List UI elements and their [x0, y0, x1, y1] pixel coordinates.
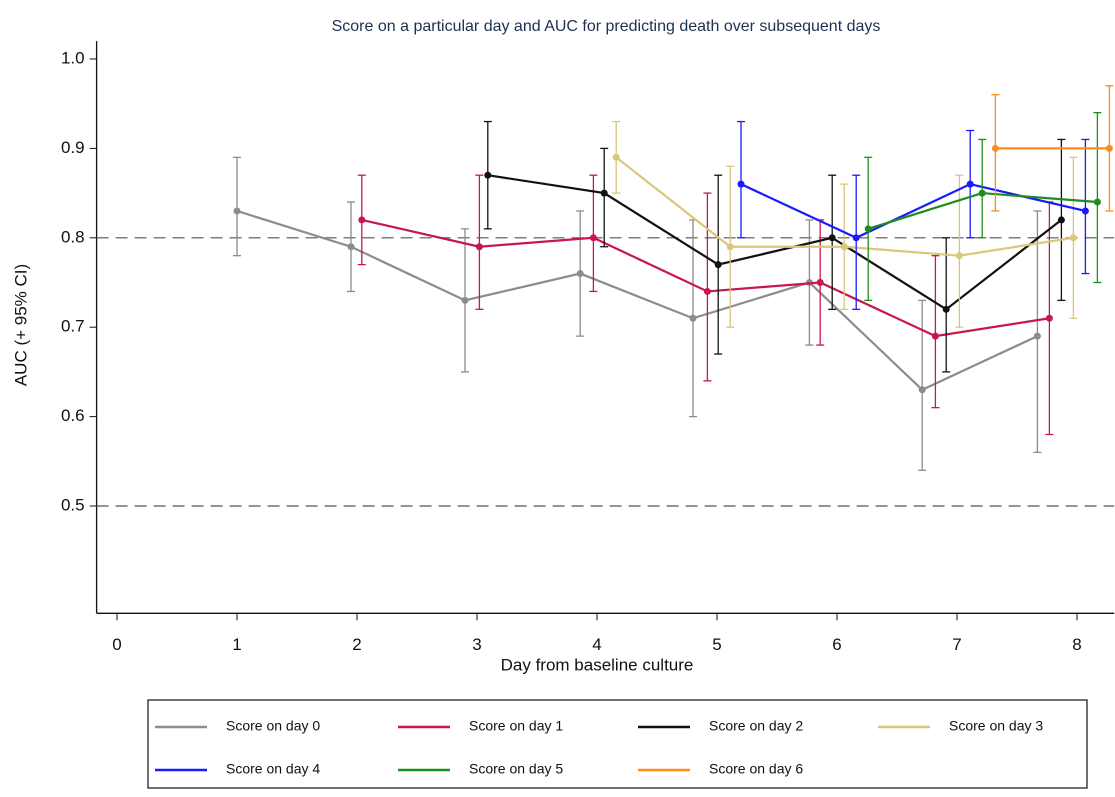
point — [1033, 332, 1041, 340]
point — [347, 243, 355, 251]
point — [1057, 216, 1065, 224]
y-axis-label: AUC (+ 95% CI) — [11, 264, 30, 386]
point — [1081, 207, 1089, 215]
x-tick-label: 2 — [352, 635, 361, 654]
x-tick-label: 8 — [1072, 635, 1081, 654]
y-tick-label: 0.8 — [61, 227, 85, 246]
point — [703, 287, 711, 295]
point — [816, 278, 824, 286]
point — [484, 171, 492, 179]
y-tick-label: 1.0 — [61, 48, 85, 67]
x-tick-label: 5 — [712, 635, 721, 654]
series-line — [236, 209, 1038, 392]
x-tick-label: 7 — [952, 635, 961, 654]
point — [589, 234, 597, 242]
point — [955, 252, 963, 260]
point — [864, 225, 872, 233]
chart-title: Score on a particular day and AUC for pr… — [332, 18, 881, 35]
point — [991, 144, 999, 152]
point — [978, 189, 986, 197]
point — [689, 314, 697, 322]
point — [828, 234, 836, 242]
point — [1093, 198, 1101, 206]
point — [714, 261, 722, 269]
point — [475, 243, 483, 251]
x-tick-label: 1 — [232, 635, 241, 654]
legend-box — [147, 699, 1088, 789]
point — [233, 207, 241, 215]
point — [358, 216, 366, 224]
point — [1045, 314, 1053, 322]
legend-label: Score on day 2 — [709, 718, 803, 734]
point — [576, 270, 584, 278]
point — [612, 153, 620, 161]
series-line — [487, 174, 1063, 311]
legend-label: Score on day 0 — [226, 718, 320, 734]
point — [942, 305, 950, 313]
point — [1069, 234, 1077, 242]
point — [1105, 144, 1113, 152]
point — [737, 180, 745, 188]
x-axis-label: Day from baseline culture — [501, 655, 694, 674]
point — [840, 243, 848, 251]
x-tick-label: 3 — [472, 635, 481, 654]
y-tick-label: 0.5 — [61, 495, 85, 514]
x-tick-label: 0 — [112, 635, 121, 654]
point — [918, 386, 926, 394]
x-tick-label: 6 — [832, 635, 841, 654]
point — [600, 189, 608, 197]
x-tick-label: 4 — [592, 635, 601, 654]
legend-label: Score on day 3 — [949, 718, 1043, 734]
y-tick-label: 0.7 — [61, 317, 85, 336]
point — [726, 243, 734, 251]
y-tick-label: 0.9 — [61, 138, 85, 157]
point — [931, 332, 939, 340]
legend-label: Score on day 6 — [709, 761, 803, 777]
point — [852, 234, 860, 242]
legend-label: Score on day 1 — [469, 718, 563, 734]
point — [966, 180, 974, 188]
legend-label: Score on day 4 — [226, 761, 320, 777]
legend-label: Score on day 5 — [469, 761, 563, 777]
point — [461, 296, 469, 304]
y-tick-label: 0.6 — [61, 406, 85, 425]
